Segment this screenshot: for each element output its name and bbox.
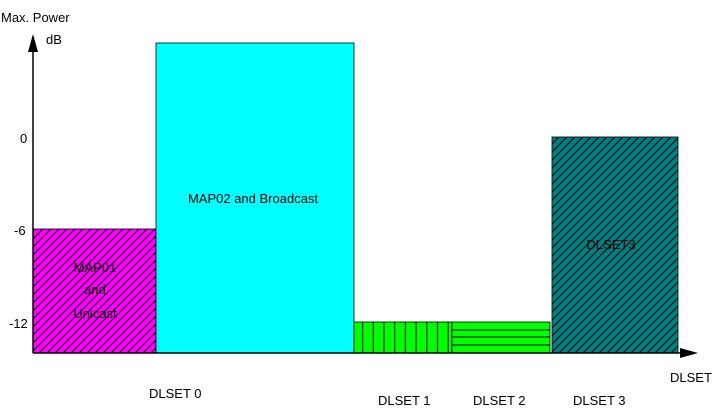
dlset3-block: [551, 136, 679, 354]
y-tick-label-minus6: -6: [14, 223, 26, 238]
map01-label-line2: and: [84, 282, 106, 297]
y-tick-label-0: 0: [20, 131, 27, 146]
map01-unicast-block: [32, 228, 157, 354]
y-axis-title-line1: Max. Power: [1, 10, 70, 25]
y-axis-arrow: [28, 34, 38, 52]
dlset1-block: [353, 321, 453, 354]
x-axis-arrow: [680, 348, 698, 358]
map02-broadcast-block: [155, 42, 355, 354]
map01-label-line1: MAP01: [74, 260, 117, 275]
x-label-dlset2: DLSET 2: [473, 393, 526, 408]
x-label-dlset1: DLSET 1: [378, 393, 431, 408]
y-tick-label-minus12: -12: [9, 316, 28, 331]
dlset3-label: DLSET3: [586, 237, 635, 252]
x-label-dlset3: DLSET 3: [573, 393, 626, 408]
map02-label: MAP02 and Broadcast: [188, 191, 318, 206]
map01-label-line3: Unicast: [73, 306, 117, 321]
x-label-dlset0: DLSET 0: [149, 386, 202, 401]
x-axis-title: DLSET: [670, 370, 712, 385]
y-axis-title-line2: dB: [46, 32, 62, 47]
dlset2-block: [451, 321, 551, 354]
